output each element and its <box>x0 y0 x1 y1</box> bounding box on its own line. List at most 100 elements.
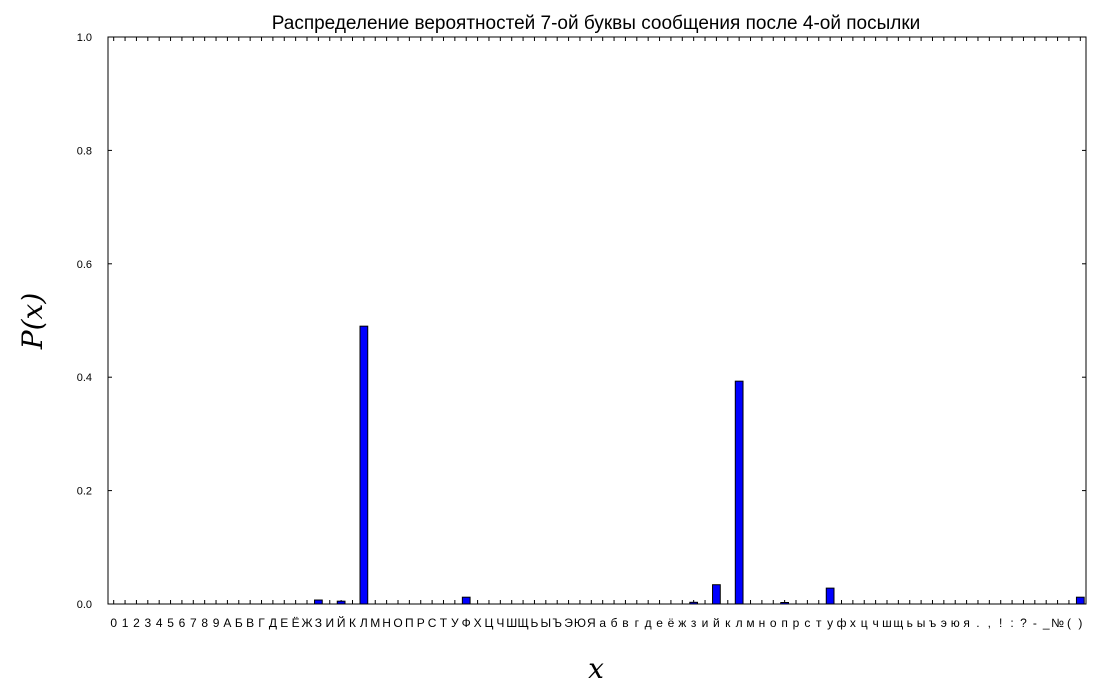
y-axis-ticks: 0.0 0.2 0.4 0.6 0.8 1.0 <box>77 32 1086 611</box>
x-tick-label: Г <box>258 616 265 630</box>
bar <box>461 596 471 605</box>
x-tick-label: ? <box>1020 616 1027 630</box>
y-axis-label: P(x) <box>16 293 49 350</box>
x-tick-label: Ъ <box>552 616 562 630</box>
y-tick-label: 1.0 <box>77 32 92 44</box>
x-tick-label: Ф <box>462 616 471 630</box>
x-tick-label: й <box>713 616 720 630</box>
x-tick-label: О <box>393 616 402 630</box>
x-tick-label: 7 <box>190 616 197 630</box>
bar <box>734 380 744 605</box>
x-tick-label: Щ <box>517 616 528 630</box>
x-tick-label: э <box>941 616 947 630</box>
x-tick-label: ё <box>668 616 675 630</box>
x-tick-label: . <box>976 616 979 630</box>
x-tick-label: Т <box>440 616 448 630</box>
x-tick-label: Ж <box>301 616 312 630</box>
x-tick-label: ш <box>882 616 892 630</box>
x-tick-label: 9 <box>213 616 220 630</box>
x-tick-label: 5 <box>167 616 174 630</box>
x-tick-label: х <box>850 616 856 630</box>
x-tick-label: ъ <box>929 616 937 630</box>
x-tick-label: н <box>759 616 766 630</box>
x-tick-label: е <box>656 616 663 630</box>
chart-title: Распределение вероятностей 7-ой буквы со… <box>272 13 921 34</box>
x-tick-label: К <box>349 616 356 630</box>
x-tick-label: Ш <box>506 616 517 630</box>
y-tick-label: 0.4 <box>77 372 92 384</box>
x-axis-label: x <box>588 652 604 685</box>
bar <box>825 587 835 605</box>
x-tick-label: т <box>816 616 822 630</box>
bars <box>314 325 1085 605</box>
bar <box>712 584 721 605</box>
x-tick-label: з <box>691 616 697 630</box>
x-tick-label: В <box>246 616 254 630</box>
x-tick-label: л <box>736 616 743 630</box>
x-tick-label: Х <box>474 616 482 630</box>
x-tick-label: ( <box>1067 616 1071 630</box>
x-tick-label: А <box>223 616 231 630</box>
y-tick-label: 0.6 <box>77 259 92 271</box>
x-tick-label: Б <box>235 616 243 630</box>
x-tick-label: а <box>599 616 606 630</box>
x-tick-label: г <box>635 616 640 630</box>
x-tick-label: 8 <box>201 616 208 630</box>
x-tick-label: у <box>827 616 833 630</box>
x-tick-label: Й <box>337 615 346 630</box>
x-tick-label: : <box>1010 616 1013 630</box>
x-tick-label: ч <box>872 616 878 630</box>
x-tick-label: , <box>988 616 991 630</box>
x-tick-label: ф <box>837 616 847 630</box>
x-tick-label: ь <box>907 616 913 630</box>
bar <box>359 325 369 605</box>
x-tick-label: ! <box>999 616 1002 630</box>
x-tick-label: я <box>963 616 970 630</box>
x-tick-label: ю <box>951 616 960 630</box>
plot-frame <box>107 36 1087 605</box>
y-tick-label: 0.2 <box>77 486 92 498</box>
x-tick-label: - <box>1033 616 1037 630</box>
bar <box>1075 596 1085 605</box>
y-tick-label: 0.8 <box>77 145 92 157</box>
x-tick-label: Ч <box>496 616 504 630</box>
x-tick-label: ц <box>861 616 868 630</box>
bar <box>314 599 323 605</box>
x-tick-label: П <box>405 616 414 630</box>
x-tick-label: Н <box>382 616 391 630</box>
x-tick-label: с <box>804 616 810 630</box>
x-tick-label: 0 <box>110 616 117 630</box>
x-tick-label: 6 <box>179 616 186 630</box>
x-tick-label: Ю <box>574 616 586 630</box>
x-tick-label: Ь <box>531 616 539 630</box>
y-tick-label: 0.0 <box>77 599 92 611</box>
x-tick-label: И <box>325 616 334 630</box>
x-tick-label: Ы <box>541 616 552 630</box>
x-tick-label: № <box>1051 616 1064 630</box>
x-tick-label: м <box>746 616 754 630</box>
x-tick-label: к <box>725 616 731 630</box>
x-tick-label: Е <box>280 616 288 630</box>
x-tick-label: в <box>622 616 628 630</box>
x-tick-label: р <box>793 616 800 630</box>
x-tick-label: и <box>702 616 709 630</box>
x-tick-label: Р <box>417 616 425 630</box>
x-tick-label: 1 <box>122 616 129 630</box>
x-tick-label: 4 <box>156 616 163 630</box>
x-tick-label: Ц <box>485 616 494 630</box>
x-tick-label: о <box>770 616 777 630</box>
x-tick-label: Ё <box>292 616 300 630</box>
x-tick-label: З <box>315 616 322 630</box>
x-tick-label: ы <box>917 616 926 630</box>
x-tick-label: щ <box>893 616 903 630</box>
x-tick-label: С <box>428 616 437 630</box>
x-tick-label: 3 <box>144 616 151 630</box>
x-tick-label: Л <box>360 616 368 630</box>
x-tick-label: У <box>451 616 459 630</box>
x-tick-label: _ <box>1042 616 1050 630</box>
x-tick-label: Э <box>564 616 573 630</box>
x-tick-label: 2 <box>133 616 140 630</box>
x-tick-label: п <box>781 616 788 630</box>
